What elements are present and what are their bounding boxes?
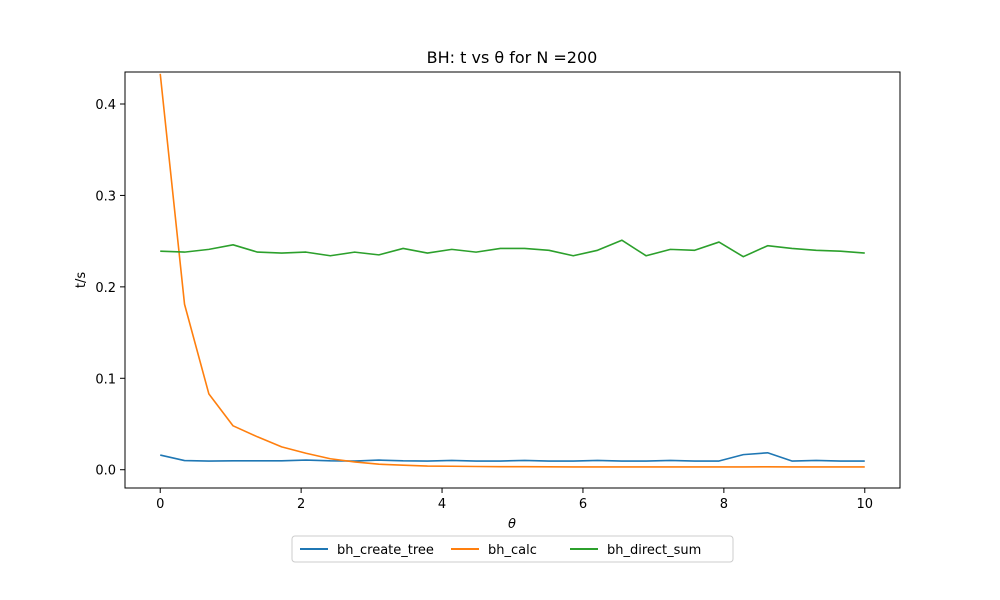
x-axis-label: θ [508,517,516,532]
x-tick-label: 2 [297,497,305,512]
legend: bh_create_tree bh_calc bh_direct_sum [291,535,734,563]
y-tick-label: 0.3 [95,189,116,204]
x-tick-label: 4 [438,497,446,512]
y-axis-label: t/s [74,272,89,288]
y-tick-label: 0.1 [95,372,116,387]
x-tick-label: 8 [720,497,728,512]
y-axis-ticks: 0.0 0.1 0.2 0.3 0.4 [95,98,125,479]
x-tick-label: 6 [579,497,587,512]
y-tick-label: 0.2 [95,281,116,296]
y-tick-label: 0.0 [95,464,116,479]
chart-title: BH: t vs θ for N =200 [427,48,598,67]
plot-frame [124,71,901,489]
series-line-bh-create-tree [160,451,865,462]
legend-label: bh_calc [488,543,537,558]
series-line-bh-calc [159,73,865,468]
x-axis-ticks: 0 2 4 6 8 10 [156,488,873,512]
legend-label: bh_create_tree [337,543,434,558]
legend-box [291,535,734,563]
plot-lines [159,73,865,468]
legend-label: bh_direct_sum [607,543,701,558]
x-tick-label: 10 [856,497,873,512]
y-tick-label: 0.4 [95,98,116,113]
series-line-bh-direct-sum [160,239,865,258]
x-tick-label: 0 [156,497,164,512]
